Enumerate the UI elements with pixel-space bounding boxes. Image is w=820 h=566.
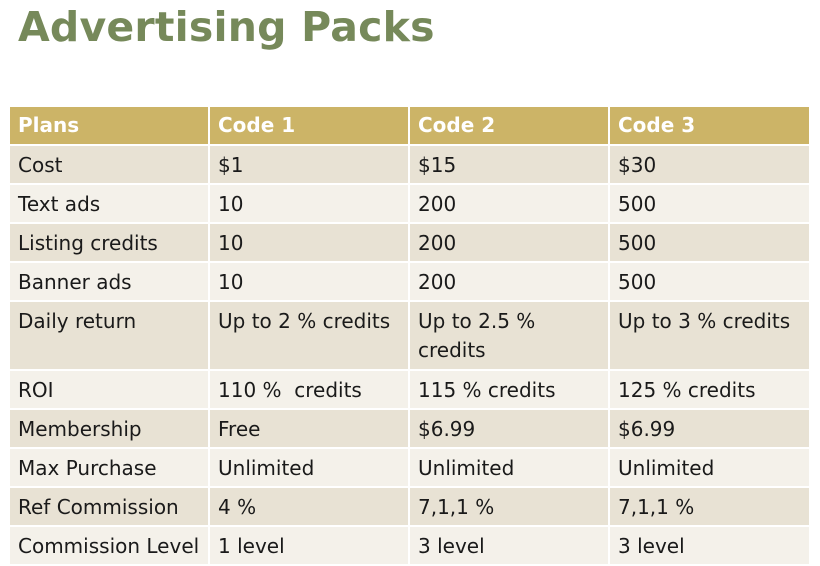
table-row-max-purchase: Max Purchase Unlimited Unlimited Unlimit… (10, 448, 809, 488)
table-cell: 10 (208, 223, 410, 263)
table-cell: $1 (208, 145, 410, 185)
table-cell: 3 level (408, 526, 610, 566)
table-row-roi: ROI 110 % credits 115 % credits 125 % cr… (10, 370, 809, 410)
table-cell: Unlimited (608, 448, 809, 488)
table-row-text-ads: Text ads 10 200 500 (10, 184, 809, 224)
row-label: ROI (10, 370, 210, 410)
table-cell: 200 (408, 184, 610, 224)
table-row-daily-return: Daily return Up to 2 % credits Up to 2.5… (10, 301, 809, 371)
table-cell: Up to 3 % credits (608, 301, 809, 371)
table-cell: 125 % credits (608, 370, 809, 410)
table-row-listing-credits: Listing credits 10 200 500 (10, 223, 809, 263)
row-label: Ref Commission (10, 487, 210, 527)
table-cell: 10 (208, 184, 410, 224)
table-cell: $30 (608, 145, 809, 185)
table-cell: 500 (608, 184, 809, 224)
row-label: Membership (10, 409, 210, 449)
column-header-code-2: Code 2 (408, 107, 610, 146)
table-cell: 7,1,1 % (408, 487, 610, 527)
table-cell: Free (208, 409, 410, 449)
table-row-ref-commission: Ref Commission 4 % 7,1,1 % 7,1,1 % (10, 487, 809, 527)
table-row-commission-level: Commission Level 1 level 3 level 3 level (10, 526, 809, 566)
advertising-packs-table: Plans Code 1 Code 2 Code 3 Cost $1 $15 $… (10, 107, 809, 566)
table-cell: 200 (408, 262, 610, 302)
column-header-code-1: Code 1 (208, 107, 410, 146)
table-row-banner-ads: Banner ads 10 200 500 (10, 262, 809, 302)
table-cell: 1 level (208, 526, 410, 566)
table-row-cost: Cost $1 $15 $30 (10, 145, 809, 185)
table-cell: $15 (408, 145, 610, 185)
table-header-row: Plans Code 1 Code 2 Code 3 (10, 107, 809, 146)
row-label: Banner ads (10, 262, 210, 302)
table-cell: Unlimited (408, 448, 610, 488)
row-label: Daily return (10, 301, 210, 371)
row-label: Max Purchase (10, 448, 210, 488)
page-title: Advertising Packs (18, 3, 435, 51)
table-cell: Up to 2 % credits (208, 301, 410, 371)
table-cell: 115 % credits (408, 370, 610, 410)
table-row-membership: Membership Free $6.99 $6.99 (10, 409, 809, 449)
column-header-plans: Plans (10, 107, 210, 146)
table-cell: 500 (608, 262, 809, 302)
row-label: Listing credits (10, 223, 210, 263)
column-header-code-3: Code 3 (608, 107, 809, 146)
row-label: Commission Level (10, 526, 210, 566)
table-cell: 4 % (208, 487, 410, 527)
table-cell: 500 (608, 223, 809, 263)
table-cell: 3 level (608, 526, 809, 566)
table-cell: Up to 2.5 % credits (408, 301, 610, 371)
table-cell: 7,1,1 % (608, 487, 809, 527)
table-cell: $6.99 (608, 409, 809, 449)
table-cell: $6.99 (408, 409, 610, 449)
row-label: Cost (10, 145, 210, 185)
table-cell: 110 % credits (208, 370, 410, 410)
row-label: Text ads (10, 184, 210, 224)
table-cell: 200 (408, 223, 610, 263)
table-cell: 10 (208, 262, 410, 302)
table-cell: Unlimited (208, 448, 410, 488)
